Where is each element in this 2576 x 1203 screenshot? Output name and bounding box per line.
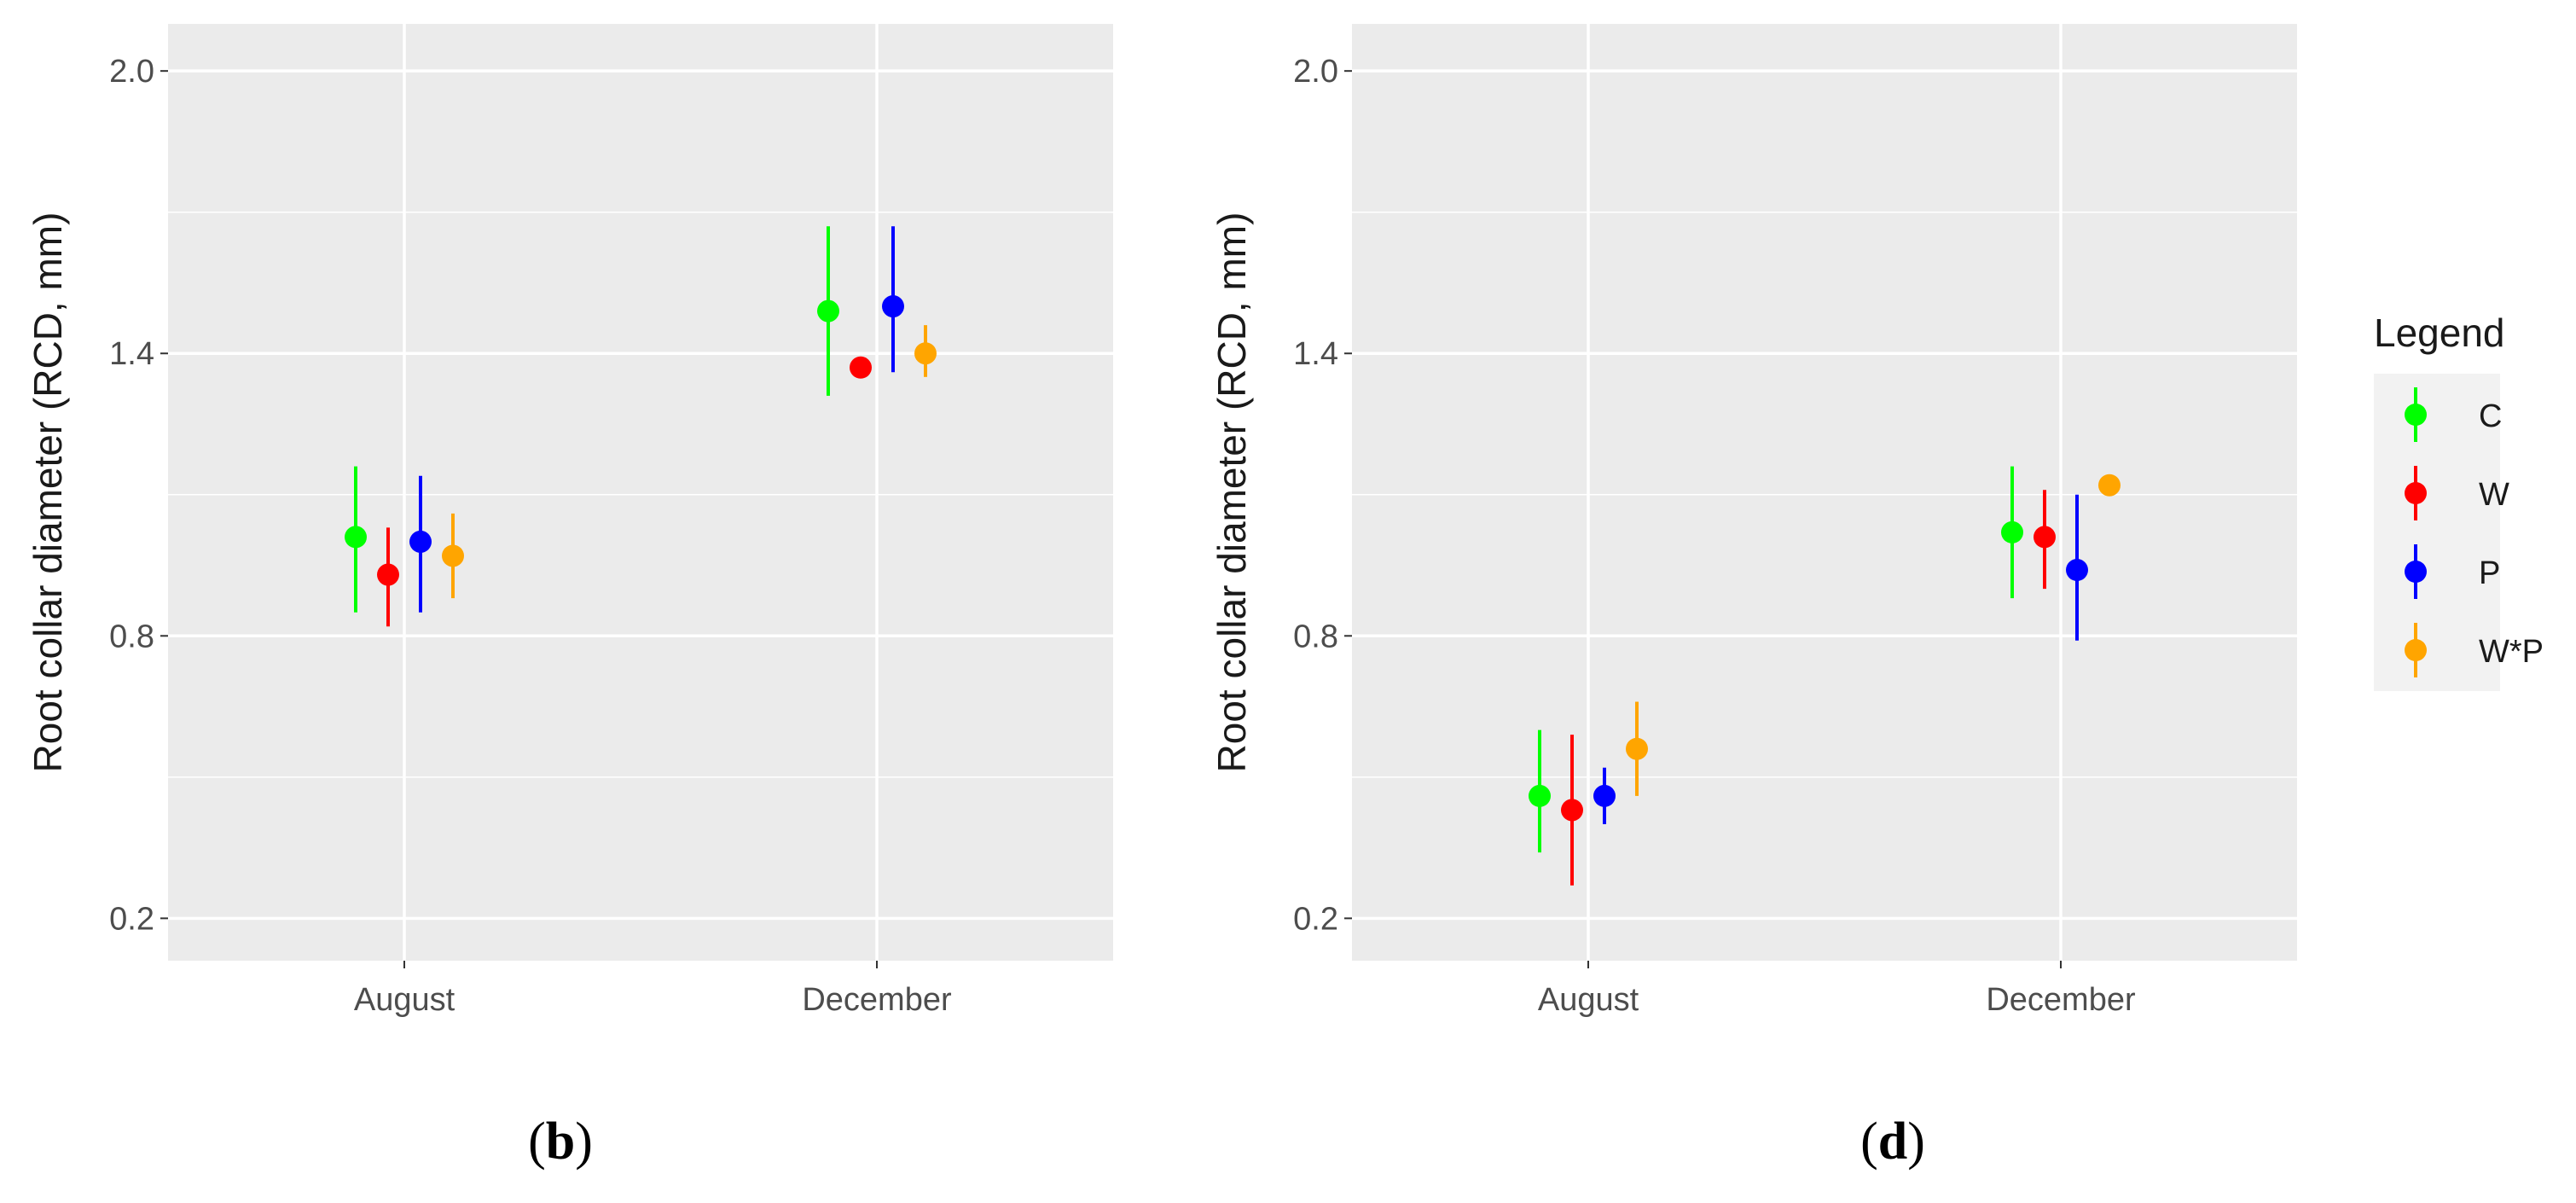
legend-item-w: W [2405, 466, 2509, 520]
y-tick-label: 0.2 [1293, 901, 1338, 937]
panel-b-data-marks [345, 226, 937, 627]
legend-label: W*P [2479, 634, 2544, 670]
marker-w-december [2034, 526, 2056, 549]
panel-d-y-tick-labels: 0.2 0.8 1.4 2.0 [1293, 54, 1352, 937]
point-c-august [345, 466, 367, 613]
legend: Legend C W P W*P [2374, 311, 2544, 691]
legend-label: C [2479, 398, 2502, 434]
point-c-december [817, 226, 839, 396]
panel-d-gridlines [1352, 24, 2297, 961]
legend-item-c: C [2405, 387, 2502, 442]
panel-d-background [1352, 24, 2297, 961]
panel-d-label: (d) [1860, 1113, 1925, 1171]
point-c-august [1529, 729, 1551, 853]
x-tick-label-december: December [802, 982, 952, 1018]
marker-w-august [1561, 799, 1583, 822]
point-p-december [882, 226, 904, 373]
panel-b-y-axis-title: Root collar diameter (RCD, mm) [26, 212, 70, 773]
panel-d-data-marks [1529, 466, 2121, 886]
legend-key-marker [2405, 561, 2427, 583]
legend-label: W [2479, 477, 2509, 513]
point-wxp-august [442, 513, 464, 599]
legend-key-marker [2405, 482, 2427, 504]
point-p-december [2066, 494, 2088, 641]
panel-d: 0.2 0.8 1.4 2.0 August December Root collar … [1210, 24, 2297, 1171]
marker-wxp-august [1626, 737, 1648, 760]
panel-b-y-tick-labels: 0.2 0.8 1.4 2.0 [109, 54, 168, 937]
panel-b-x-tick-labels: August December [354, 961, 952, 1018]
panel-b: 0.2 0.8 1.4 2.0 August December Root collar … [26, 24, 1113, 1171]
marker-w-august [377, 563, 399, 586]
point-wxp-december [914, 325, 937, 377]
point-w-december [850, 356, 872, 379]
legend-key-marker [2405, 404, 2427, 426]
y-tick-label: 0.8 [109, 619, 154, 654]
panel-d-x-tick-labels: August December [1538, 961, 2136, 1018]
marker-wxp-december [914, 342, 937, 365]
y-tick-label: 1.4 [109, 336, 154, 372]
panel-d-y-axis-title: Root collar diameter (RCD, mm) [1210, 212, 1254, 773]
panel-b-background [168, 24, 1113, 961]
marker-p-december [2066, 559, 2088, 582]
marker-wxp-december [2098, 474, 2121, 497]
point-wxp-august [1626, 701, 1648, 796]
legend-item-p: P [2405, 544, 2500, 599]
legend-key-marker [2405, 639, 2427, 661]
y-tick-label: 2.0 [109, 54, 154, 90]
marker-c-august [1529, 784, 1551, 807]
marker-c-december [817, 299, 839, 323]
y-tick-label: 1.4 [1293, 336, 1338, 372]
marker-w-december [850, 356, 872, 379]
legend-key-background [2374, 374, 2500, 691]
legend-label: P [2479, 555, 2500, 591]
marker-p-august [409, 530, 432, 553]
point-wxp-december [2098, 474, 2121, 497]
point-w-august [1561, 735, 1583, 886]
point-w-december [2034, 490, 2056, 590]
y-tick-label: 0.8 [1293, 619, 1338, 654]
point-p-august [409, 475, 432, 613]
x-tick-label-december: December [1986, 982, 2136, 1018]
marker-p-december [882, 295, 904, 318]
y-tick-label: 2.0 [1293, 54, 1338, 90]
legend-item-wxp: W*P [2405, 623, 2544, 677]
marker-c-december [2001, 520, 2023, 543]
panel-b-gridlines [168, 24, 1113, 961]
y-tick-label: 0.2 [109, 901, 154, 937]
point-p-august [1593, 767, 1616, 824]
legend-items: C W P W*P [2405, 387, 2544, 677]
point-c-december [2001, 466, 2023, 599]
marker-p-august [1593, 784, 1616, 807]
x-tick-label-august: August [1538, 982, 1639, 1018]
marker-wxp-august [442, 544, 464, 567]
point-w-august [377, 527, 399, 627]
marker-c-august [345, 526, 367, 549]
legend-title: Legend [2374, 311, 2505, 355]
x-tick-label-august: August [354, 982, 455, 1018]
panel-b-label: (b) [528, 1113, 593, 1171]
